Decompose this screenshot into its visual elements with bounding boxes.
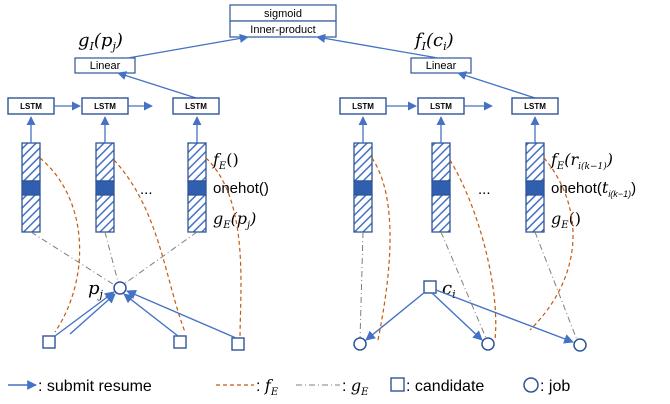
right-job-2 [481,337,495,351]
right-output-label: fI(ci) [413,30,454,53]
left-ellipsis: ... [140,181,153,198]
right-linear-to-inner-arrow [316,33,439,59]
right-lstm-1-label: LSTM [352,102,374,111]
right-lstm-3: LSTM [511,97,559,115]
right-fe-label: fE(ri(k−1)) [550,150,613,172]
right-ge-lines [359,231,578,341]
legend-submit-label: : submit resume [38,378,152,395]
right-job-3 [573,338,587,352]
left-onehot-label: onehot() [213,180,269,197]
right-node-label: ci [442,278,456,301]
right-lstm-3-label: LSTM [524,102,546,111]
left-embedding-2 [95,142,115,233]
legend-candidate-icon [390,377,405,392]
left-ge-lines [30,231,198,287]
right-lstm-2-label: LSTM [430,102,452,111]
right-lstm-to-linear-arrow [457,71,536,99]
legend-candidate-label: : candidate [406,378,484,395]
right-linear-label: Linear [426,60,457,72]
left-lstm-3-label: LSTM [185,102,207,111]
left-linear-label: Linear [90,60,121,72]
legend-fe-label: : fE [256,376,279,398]
left-lstm-to-linear-arrow [117,71,197,99]
left-job-node [113,281,127,295]
left-candidate-2 [173,335,187,349]
left-embedding-1 [21,142,41,233]
left-lstm-1-label: LSTM [20,102,42,111]
right-submit-1 [365,291,426,341]
legend-job-icon [523,377,539,393]
left-candidate-3 [231,337,245,351]
right-fe-curves [371,157,574,341]
right-ge-label: gE() [551,209,581,231]
inner-product-label: Inner-product [250,24,315,36]
left-ge-label: gE(pj) [213,209,256,231]
sigmoid-block: sigmoid [229,4,337,22]
sigmoid-label: sigmoid [264,8,302,20]
left-linear-block: Linear [74,57,136,74]
left-submit-1 [54,291,115,337]
right-embedding-1 [353,142,373,233]
right-onehot-label: onehot(ti(k−1)) [551,178,636,199]
right-embedding-2 [431,142,451,233]
right-ellipsis: ... [478,181,491,198]
legend: : submit resume : fE : gE : candidate : … [8,376,570,398]
right-submit-3 [435,289,574,344]
legend-ge-label: : gE [342,376,369,398]
left-lstm-2-label: LSTM [94,102,116,111]
right-candidate-node [423,280,437,294]
left-submit-3 [123,293,179,337]
left-submit-2 [69,293,116,335]
left-linear-to-inner-arrow [127,33,249,59]
left-fe-label: fE() [212,150,239,172]
left-embedding-3 [187,142,207,233]
right-job-1 [353,337,367,351]
left-submit-4 [126,289,237,339]
left-output-label: gI(pj) [78,30,123,53]
right-submit-2 [431,292,483,341]
right-lstm-2: LSTM [417,97,465,115]
left-candidate-1 [42,335,56,349]
left-lstm-3: LSTM [172,97,220,115]
right-linear-block: Linear [410,57,472,74]
left-fe-curves [39,157,242,341]
inner-product-block: Inner-product [229,20,337,38]
right-lstm-1: LSTM [339,97,387,115]
legend-job-label: : job [540,378,570,395]
left-lstm-1: LSTM [7,97,55,115]
left-node-label: pj [88,278,104,301]
right-embedding-3 [525,142,545,233]
left-lstm-2: LSTM [81,97,129,115]
